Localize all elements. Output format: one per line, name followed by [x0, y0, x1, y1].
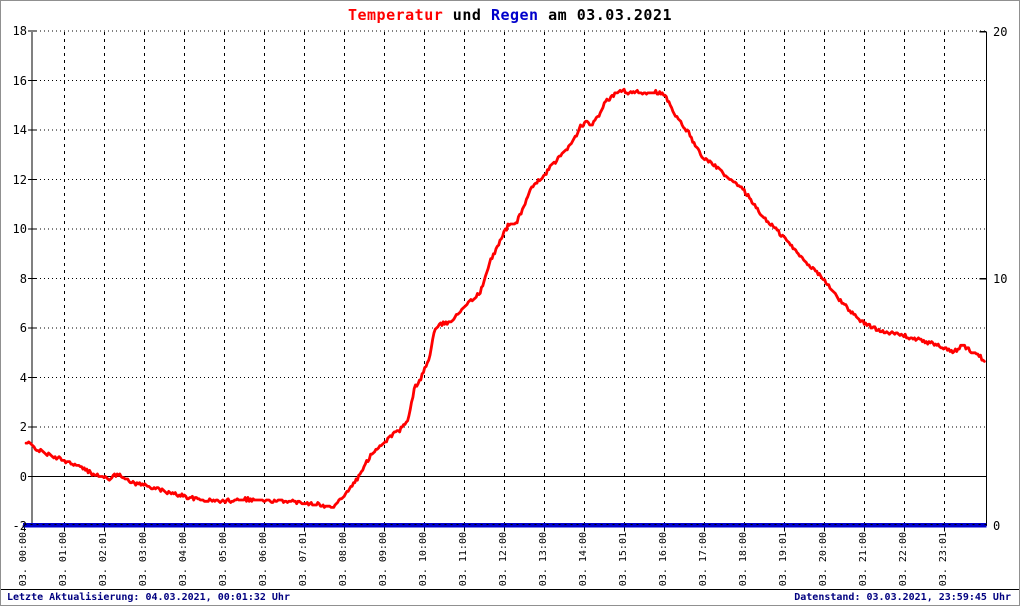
y-left-tick-label: 14	[12, 123, 27, 137]
x-tick-label: 03. 22:00	[897, 532, 909, 587]
y-right-tick-label: 10	[993, 271, 1008, 286]
y-left-tick-label: 16	[12, 73, 27, 88]
x-tick-label: 03. 01:00	[57, 532, 69, 587]
y-right-tick-label: 0	[993, 518, 1001, 533]
x-tick-label: 03. 16:00	[657, 532, 669, 587]
y-left-tick-label: 0	[19, 469, 27, 484]
x-tick-label: 03. 17:00	[697, 532, 709, 587]
title-regen: Regen	[490, 6, 539, 24]
x-tick-label: 03. 05:00	[217, 532, 229, 587]
x-tick-label: 03. 09:00	[377, 532, 389, 587]
x-tick-label: 03. 07:01	[297, 532, 309, 587]
last-update-text: Letzte Aktualisierung: 04.03.2021, 00:01…	[7, 592, 290, 603]
x-tick-label: 03. 23:01	[937, 532, 949, 587]
x-tick-label: 03. 02:01	[97, 532, 109, 587]
y-right-tick-label: 20	[993, 24, 1008, 39]
data-state-text: Datenstand: 03.03.2021, 23:59:45 Uhr	[794, 592, 1011, 603]
chart-title: Temperatur und Regen am 03.03.2021	[1, 6, 1019, 24]
y-left-tick-label: 8	[19, 271, 27, 286]
x-tick-label: 03. 00:00	[17, 532, 29, 587]
title-date: am 03.03.2021	[538, 6, 673, 24]
x-tick-label: 03. 15:01	[617, 532, 629, 587]
y-axis-right-labels: 20 10 0	[993, 1, 1019, 605]
x-tick-label: 03. 13:00	[537, 532, 549, 587]
y-left-tick-label: 18	[12, 24, 27, 38]
x-tick-label: 03. 18:00	[737, 532, 749, 587]
y-left-tick-label: -2	[12, 519, 27, 533]
temperature-curve	[24, 87, 986, 509]
x-tick-label: 03. 12:00	[497, 532, 509, 587]
x-tick-label: 03. 19:01	[777, 532, 789, 587]
title-und: und	[443, 6, 491, 24]
x-tick-label: 03. 21:00	[857, 532, 869, 587]
x-tick-label: 03. 20:00	[817, 532, 829, 587]
y-left-tick-label: 12	[12, 172, 27, 187]
y-left-tick-label: 2	[19, 420, 27, 434]
x-tick-label: 03. 08:00	[337, 532, 349, 587]
y-left-tick-label: 6	[19, 321, 27, 335]
title-temperatur: Temperatur	[347, 6, 444, 24]
x-tick-label: 03. 14:00	[577, 532, 589, 587]
x-tick-label: 03. 10:00	[417, 532, 429, 587]
x-tick-label: 03. 06:00	[257, 532, 269, 587]
x-tick-label: 03. 03:00	[137, 532, 149, 587]
x-tick-label: 03. 04:00	[177, 532, 189, 587]
y-axis-left-labels: 18 16 14 12 10 8 6 4 2 0 -2	[1, 1, 28, 605]
y-left-tick-label: 4	[19, 370, 27, 385]
x-tick-label: 03. 11:00	[457, 532, 469, 587]
y-left-tick-label: 10	[12, 222, 27, 236]
